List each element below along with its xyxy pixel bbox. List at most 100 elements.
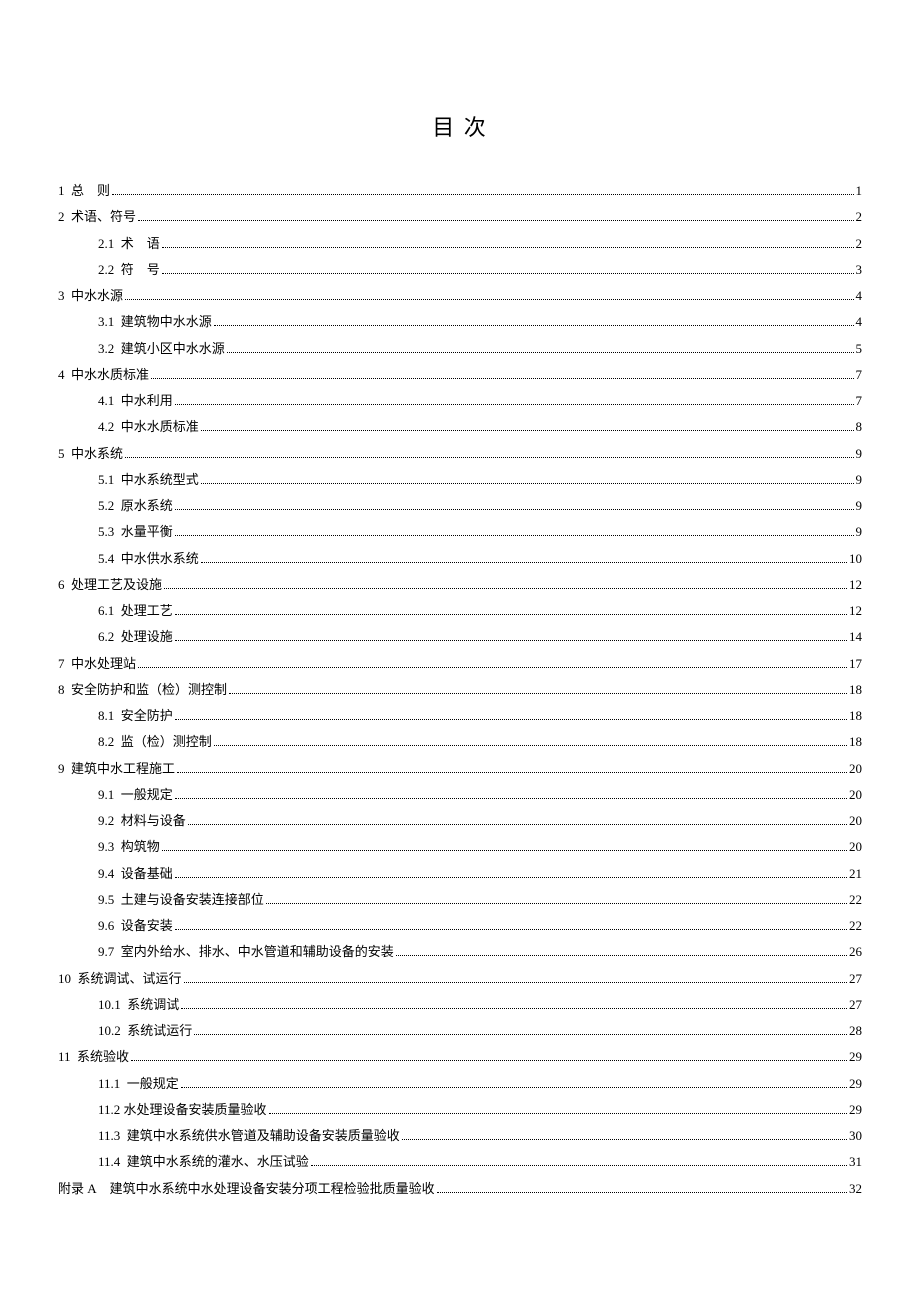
toc-leader-dots [175, 498, 854, 510]
toc-entry: 9.5 土建与设备安装连接部位 22 [58, 887, 862, 913]
toc-entry-label: 9.4 设备基础 [98, 861, 173, 887]
toc-entry-label: 2 术语、符号 [58, 204, 136, 230]
toc-entry: 1 总 则1 [58, 178, 862, 204]
toc-entry-label: 7 中水处理站 [58, 651, 136, 677]
toc-entry-label: 11.1 一般规定 [98, 1071, 179, 1097]
toc-entry-page: 20 [849, 808, 862, 834]
toc-entry-label: 5.1 中水系统型式 [98, 467, 199, 493]
toc-entry-page: 5 [856, 336, 863, 362]
toc-entry-label: 9.1 一般规定 [98, 782, 173, 808]
toc-entry-label: 9.6 设备安装 [98, 913, 173, 939]
toc-entry: 11.4 建筑中水系统的灌水、水压试验31 [58, 1149, 862, 1175]
toc-leader-dots [184, 971, 847, 983]
toc-leader-dots [131, 1050, 847, 1062]
toc-entry: 9.7 室内外给水、排水、中水管道和辅助设备的安装26 [58, 939, 862, 965]
toc-entry-page: 20 [849, 782, 862, 808]
toc-entry-label: 5 中水系统 [58, 441, 123, 467]
toc-entry: 11.1 一般规定29 [58, 1071, 862, 1097]
toc-leader-dots [177, 761, 847, 773]
toc-leader-dots [112, 183, 853, 195]
toc-leader-dots [402, 1128, 847, 1140]
toc-leader-dots [125, 288, 853, 300]
toc-leader-dots [229, 682, 847, 694]
toc-entry: 4.1 中水利用7 [58, 388, 862, 414]
toc-entry-label: 8.2 监（检）测控制 [98, 729, 212, 755]
toc-entry-label: 9.5 土建与设备安装连接部位 [98, 887, 264, 913]
toc-entry-page: 9 [856, 519, 863, 545]
toc-entry-page: 18 [849, 703, 862, 729]
toc-entry-page: 12 [849, 598, 862, 624]
toc-entry: 9.4 设备基础21 [58, 861, 862, 887]
toc-entry-label: 9.3 构筑物 [98, 834, 160, 860]
toc-leader-dots [138, 656, 847, 668]
toc-entry-page: 18 [849, 729, 862, 755]
toc-entry: 9.2 材料与设备 20 [58, 808, 862, 834]
toc-leader-dots [151, 367, 853, 379]
toc-entry-label: 9 建筑中水工程施工 [58, 756, 175, 782]
toc-leader-dots [175, 708, 847, 720]
toc-entry: 5.1 中水系统型式9 [58, 467, 862, 493]
toc-entry-label: 2.2 符 号 [98, 257, 160, 283]
toc-entry: 3.1 建筑物中水水源4 [58, 309, 862, 335]
toc-entry: 9 建筑中水工程施工 20 [58, 756, 862, 782]
toc-entry-page: 27 [849, 992, 862, 1018]
toc-leader-dots [175, 393, 854, 405]
toc-leader-dots [175, 866, 847, 878]
page-title: 目 次 [58, 110, 862, 142]
toc-entry: 6.2 处理设施14 [58, 624, 862, 650]
toc-leader-dots [269, 1102, 847, 1114]
toc-leader-dots [311, 1155, 847, 1167]
toc-entry-label: 11.3 建筑中水系统供水管道及辅助设备安装质量验收 [98, 1123, 400, 1149]
toc-entry-label: 6 处理工艺及设施 [58, 572, 162, 598]
toc-entry-label: 3.2 建筑小区中水水源 [98, 336, 225, 362]
toc-entry-label: 10.2 系统试运行 [98, 1018, 192, 1044]
toc-entry-page: 26 [849, 939, 862, 965]
toc-entry: 6 处理工艺及设施12 [58, 572, 862, 598]
toc-entry-page: 7 [856, 362, 863, 388]
toc-entry-label: 附录 A 建筑中水系统中水处理设备安装分项工程检验批质量验收 [58, 1176, 435, 1202]
toc-leader-dots [175, 918, 847, 930]
toc-entry-label: 6.2 处理设施 [98, 624, 173, 650]
toc-entry-page: 3 [856, 257, 863, 283]
toc-leader-dots [214, 315, 854, 327]
toc-entry-page: 20 [849, 834, 862, 860]
toc-entry-label: 4 中水水质标准 [58, 362, 149, 388]
toc-leader-dots [162, 236, 854, 248]
toc-entry-page: 4 [856, 283, 863, 309]
toc-entry: 10.1 系统调试27 [58, 992, 862, 1018]
toc-entry-label: 11 系统验收 [58, 1044, 129, 1070]
toc-entry: 11 系统验收29 [58, 1044, 862, 1070]
toc-entry-label: 11.2 水处理设备安装质量验收 [98, 1097, 267, 1123]
toc-entry: 3 中水水源4 [58, 283, 862, 309]
toc-entry: 8.1 安全防护18 [58, 703, 862, 729]
toc-entry-page: 8 [856, 414, 863, 440]
toc-entry-page: 2 [856, 231, 863, 257]
toc-entry-page: 22 [849, 913, 862, 939]
toc-entry-page: 20 [849, 756, 862, 782]
toc-entry-label: 9.2 材料与设备 [98, 808, 186, 834]
toc-entry-page: 7 [856, 388, 863, 414]
toc-entry-page: 22 [849, 887, 862, 913]
toc-entry: 2 术语、符号2 [58, 204, 862, 230]
toc-leader-dots [138, 210, 853, 222]
toc-entry-page: 30 [849, 1123, 862, 1149]
toc-entry: 7 中水处理站17 [58, 651, 862, 677]
toc-entry-page: 9 [856, 441, 863, 467]
table-of-contents: 1 总 则12 术语、符号22.1 术 语22.2 符 号33 中水水源43.1… [58, 178, 862, 1202]
toc-entry-page: 9 [856, 493, 863, 519]
toc-leader-dots [188, 813, 847, 825]
toc-entry-page: 10 [849, 546, 862, 572]
toc-entry: 4 中水水质标准 7 [58, 362, 862, 388]
toc-leader-dots [175, 787, 847, 799]
toc-entry: 10 系统调试、试运行27 [58, 966, 862, 992]
toc-entry: 9.1 一般规定 20 [58, 782, 862, 808]
toc-entry: 5.2 原水系统9 [58, 493, 862, 519]
toc-entry-label: 8 安全防护和监（检）测控制 [58, 677, 227, 703]
toc-entry-label: 10 系统调试、试运行 [58, 966, 182, 992]
toc-entry: 8 安全防护和监（检）测控制18 [58, 677, 862, 703]
toc-leader-dots [162, 840, 847, 852]
toc-entry-label: 5.3 水量平衡 [98, 519, 173, 545]
toc-entry: 8.2 监（检）测控制 18 [58, 729, 862, 755]
toc-entry: 5.4 中水供水系统10 [58, 546, 862, 572]
toc-entry-label: 6.1 处理工艺 [98, 598, 173, 624]
